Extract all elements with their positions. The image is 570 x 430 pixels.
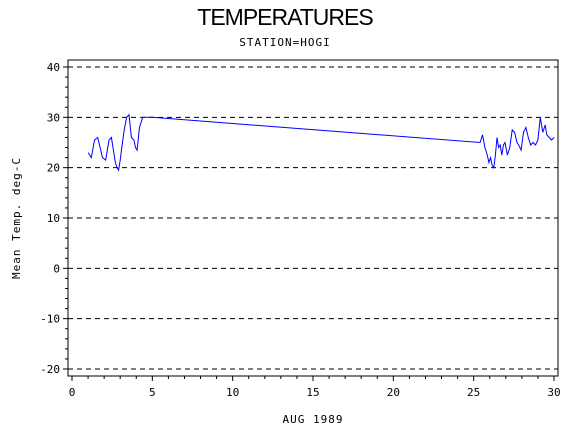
x-axis-title: AUG 1989	[283, 413, 344, 426]
x-tick-label: 5	[149, 386, 156, 399]
grid-layer	[68, 66, 558, 370]
y-axis-title: Mean Temp. deg-C	[10, 157, 23, 279]
x-tick-label: 20	[387, 386, 400, 399]
y-tick-label: -20	[40, 363, 60, 376]
y-tick-label: 10	[47, 212, 60, 225]
y-tick-label: 0	[53, 262, 60, 275]
x-tick-label: 10	[226, 386, 239, 399]
y-tick-label: 40	[47, 61, 60, 74]
tick-layer: -20 -10 0 10 20 30 40 0 5 10 15 20 25 30	[40, 61, 561, 399]
y-tick-label: -10	[40, 313, 60, 326]
y-tick-label: 20	[47, 162, 60, 175]
series-line	[87, 113, 555, 172]
chart-subtitle: STATION=HOGI	[239, 36, 331, 49]
x-tick-label: 0	[69, 386, 76, 399]
x-tick-label: 25	[467, 386, 480, 399]
x-tick-label: 30	[547, 386, 560, 399]
chart-title: TEMPERATURES	[197, 4, 373, 30]
series-layer	[87, 113, 555, 172]
minor-tick-layer	[65, 76, 539, 379]
y-tick-label: 30	[47, 111, 60, 124]
x-tick-label: 15	[306, 386, 319, 399]
